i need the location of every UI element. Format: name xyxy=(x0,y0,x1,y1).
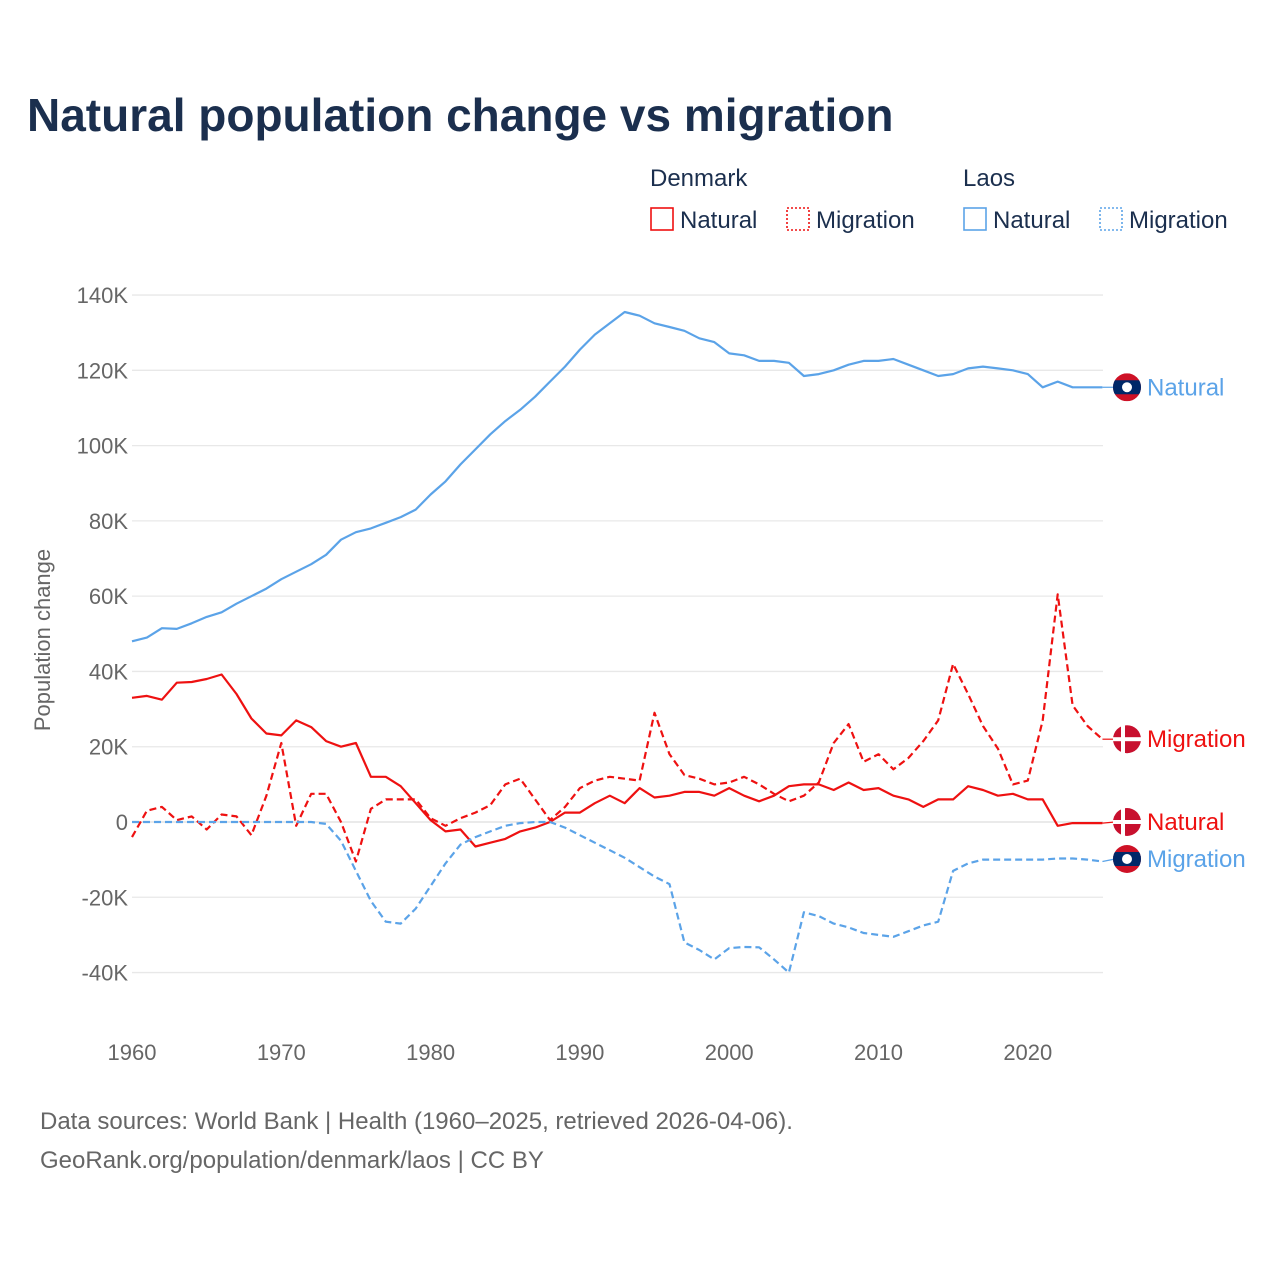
flag-cross xyxy=(1113,820,1141,824)
flag-cross xyxy=(1121,808,1125,836)
chart-title: Natural population change vs migration xyxy=(27,89,894,141)
legend-group-title: Denmark xyxy=(650,165,748,192)
flag-disc xyxy=(1122,382,1132,393)
laos-flag-icon xyxy=(1113,845,1141,873)
series-line-laos-migration xyxy=(132,820,1103,974)
end-label-denmark-migration: Migration xyxy=(1147,726,1246,753)
flag-cross xyxy=(1121,725,1125,754)
x-tick-label: 1980 xyxy=(406,1040,455,1065)
series-line-denmark-natural xyxy=(131,673,1103,848)
y-tick-label: 0 xyxy=(116,810,128,835)
legend-entry-natural: Natural xyxy=(993,207,1070,234)
x-tick-label: 2010 xyxy=(854,1040,903,1065)
series-line-denmark-migration xyxy=(131,593,1104,863)
end-label-laos-natural: Natural xyxy=(1147,374,1224,401)
legend-swatch-natural xyxy=(963,207,987,231)
source-line: Data sources: World Bank | Health (1960–… xyxy=(40,1108,793,1135)
y-tick-label: 100K xyxy=(77,434,129,459)
flag-body xyxy=(1113,373,1141,402)
legend-swatch-migration xyxy=(1099,207,1123,231)
x-tick-label: 2000 xyxy=(705,1040,754,1065)
legend-entry-natural: Natural xyxy=(680,207,757,234)
x-tick-label: 1970 xyxy=(257,1040,306,1065)
y-tick-label: 80K xyxy=(89,509,128,534)
end-label-connector xyxy=(1102,821,1116,824)
y-tick-label: 140K xyxy=(77,283,129,308)
end-label-connector xyxy=(1102,858,1116,863)
y-tick-label: 40K xyxy=(89,659,128,684)
x-tick-label: 1990 xyxy=(555,1040,604,1065)
legend-swatch-natural xyxy=(650,207,674,231)
x-tick-label: 2020 xyxy=(1003,1040,1052,1065)
denmark-flag-icon xyxy=(1113,725,1141,754)
legend-group-title: Laos xyxy=(963,165,1015,192)
attribution-line: GeoRank.org/population/denmark/laos | CC… xyxy=(40,1147,544,1174)
y-tick-label: 120K xyxy=(77,358,129,383)
end-label-laos-migration: Migration xyxy=(1147,846,1246,873)
flag-body xyxy=(1113,845,1141,873)
laos-flag-icon xyxy=(1113,373,1141,402)
y-tick-label: 60K xyxy=(89,584,128,609)
y-axis-label: Population change xyxy=(30,549,55,731)
y-tick-label: -40K xyxy=(82,961,129,986)
flag-cross xyxy=(1113,737,1141,742)
y-tick-label: 20K xyxy=(89,735,128,760)
flag-disc xyxy=(1122,854,1132,864)
end-label-denmark-natural: Natural xyxy=(1147,809,1224,836)
series-line-laos-natural xyxy=(131,310,1103,643)
legend-entry-migration: Migration xyxy=(1129,207,1228,234)
legend-swatch-migration xyxy=(786,207,810,231)
y-tick-label: -20K xyxy=(82,885,129,910)
denmark-flag-icon xyxy=(1113,808,1141,836)
x-tick-label: 1960 xyxy=(108,1040,157,1065)
legend-entry-migration: Migration xyxy=(816,207,915,234)
